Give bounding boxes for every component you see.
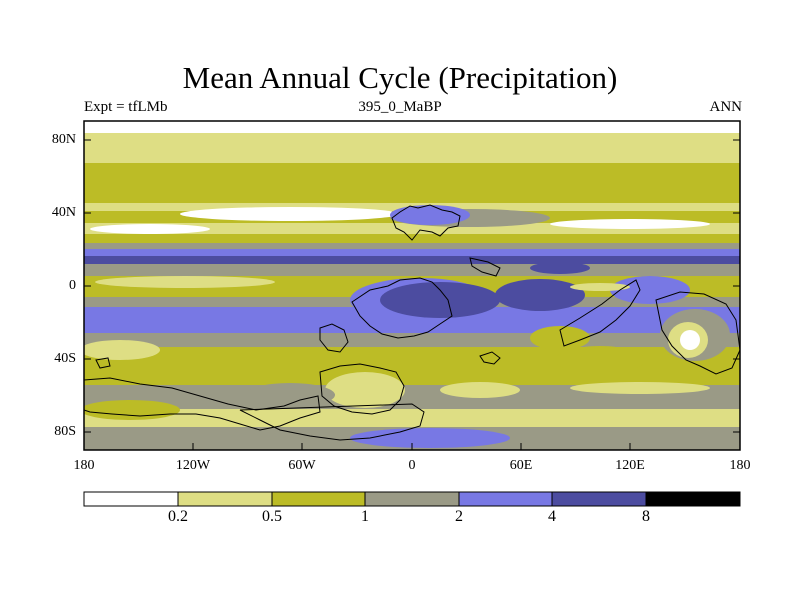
lon-label-180w: 180 <box>73 458 95 473</box>
axis-ticks <box>84 139 740 450</box>
lon-label-60e: 60E <box>509 458 533 473</box>
season-label: ANN <box>709 99 743 115</box>
lon-label-120e: 120E <box>615 458 645 473</box>
colorbar-swatch-5 <box>552 492 646 506</box>
period-label: 395_0_MaBP <box>358 99 442 115</box>
colorbar-swatch-4 <box>459 492 552 506</box>
lat-label-80s: 80S <box>54 424 76 439</box>
colorbar-label-4: 4 <box>548 508 556 525</box>
colorbar-label-1: 1 <box>361 508 369 525</box>
colorbar-label-8: 8 <box>642 508 650 525</box>
colorbar-swatch-1 <box>178 492 272 506</box>
continent-outlines <box>83 204 741 441</box>
contour-fill <box>84 121 740 450</box>
lat-label-40s: 40S <box>54 351 76 366</box>
lat-label-80n: 80N <box>51 132 76 147</box>
colorbar <box>83 491 741 507</box>
colorbar-swatch-0 <box>84 492 178 506</box>
lon-label-180e: 180 <box>729 458 751 473</box>
colorbar-label-0-2: 0.2 <box>168 508 188 525</box>
lon-label-60w: 60W <box>288 458 316 473</box>
map-title: Mean Annual Cycle (Precipitation) <box>182 60 618 95</box>
lat-label-0: 0 <box>69 278 76 293</box>
colorbar-label-0-5: 0.5 <box>262 508 282 525</box>
lon-label-0: 0 <box>408 458 416 473</box>
lat-label-40n: 40N <box>51 205 76 220</box>
colorbar-swatch-2 <box>272 492 365 506</box>
colorbar-swatch-6 <box>646 492 740 506</box>
lon-label-120w: 120W <box>175 458 211 473</box>
experiment-label: Expt = tfLMb <box>84 99 168 115</box>
colorbar-swatch-3 <box>365 492 459 506</box>
colorbar-label-2: 2 <box>455 508 463 525</box>
